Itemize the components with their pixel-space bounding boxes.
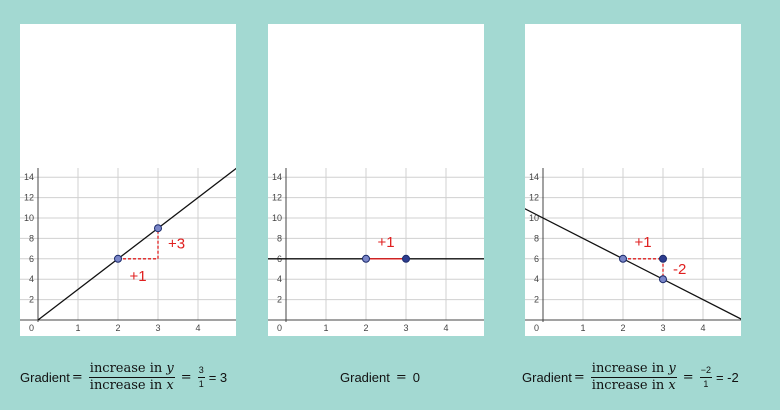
y-tick-label: 12 — [24, 193, 34, 203]
y-tick-label: 12 — [272, 193, 282, 203]
x-tick-label: 2 — [363, 323, 368, 333]
y-tick-label: 8 — [534, 233, 539, 243]
y-tick-label: 4 — [277, 274, 282, 284]
data-point — [362, 254, 370, 263]
y-tick-label: 8 — [277, 233, 282, 243]
gradient-fraction: increase in y increase in x — [88, 360, 175, 393]
equals-sign: = — [395, 369, 407, 385]
value-numerator: 3 — [197, 365, 205, 378]
x-tick-label: 1 — [75, 323, 80, 333]
fraction-numerator: increase in y — [88, 360, 175, 378]
y-tick-label: 10 — [24, 213, 34, 223]
data-point — [619, 254, 627, 263]
data-point — [659, 254, 667, 263]
y-tick-label: 2 — [29, 295, 34, 305]
x-tick-label: 3 — [155, 323, 160, 333]
graph-line — [525, 208, 741, 320]
gradient-formula-1: Gradient = increase in y increase in x =… — [20, 355, 227, 399]
graph-panel-1: 14 12 10 8 6 4 2 1 2 3 4 0 +1 +3 — [20, 24, 236, 336]
y-tick-label: 6 — [534, 254, 539, 264]
gradient-formula-2: Gradient = 0 — [340, 355, 420, 399]
horizontal-step-label: +1 — [634, 234, 651, 251]
y-tick-label: 14 — [529, 172, 539, 182]
data-point — [402, 254, 410, 263]
y-tick-label: 10 — [529, 213, 539, 223]
vertical-step-label: -2 — [673, 261, 686, 278]
equals-sign: = — [71, 369, 83, 385]
fraction-denominator: increase in x — [591, 377, 676, 393]
y-tick-label: 2 — [277, 295, 282, 305]
graph-panel-3: 14 12 10 8 6 4 2 1 2 3 4 0 +1 -2 — [525, 24, 741, 336]
x-tick-label: 4 — [700, 323, 705, 333]
gradient-result: = 3 — [208, 369, 228, 385]
origin-label: 0 — [534, 323, 539, 333]
y-tick-label: 6 — [29, 254, 34, 264]
gradient-label: Gradient — [522, 369, 572, 385]
y-tick-label: 8 — [29, 233, 34, 243]
x-tick-label: 2 — [115, 323, 120, 333]
gradient-label: Gradient — [340, 369, 390, 385]
gradient-label: Gradient — [20, 369, 70, 385]
value-fraction: 3 1 — [197, 365, 205, 390]
y-tick-label: 10 — [272, 213, 282, 223]
y-tick-label: 4 — [534, 274, 539, 284]
horizontal-step-label: +1 — [377, 234, 394, 251]
x-tick-label: 1 — [580, 323, 585, 333]
equals-sign: = — [573, 369, 585, 385]
y-tick-label: 14 — [272, 172, 282, 182]
gradient-fraction: increase in y increase in x — [590, 360, 677, 393]
fraction-denominator: increase in x — [89, 377, 174, 393]
value-denominator: 1 — [703, 378, 709, 389]
value-denominator: 1 — [198, 378, 204, 389]
x-tick-label: 3 — [403, 323, 408, 333]
graph-line — [37, 167, 236, 321]
gradient-result: 0 — [412, 369, 421, 385]
vertical-step-label: +3 — [168, 236, 185, 253]
x-tick-label: 1 — [323, 323, 328, 333]
value-numerator: −2 — [699, 365, 712, 378]
gradient-formula-3: Gradient = increase in y increase in x =… — [522, 355, 739, 399]
y-tick-label: 14 — [24, 172, 34, 182]
y-tick-label: 4 — [29, 274, 34, 284]
data-point — [659, 275, 667, 284]
x-tick-label: 4 — [443, 323, 448, 333]
equals-sign: = — [180, 369, 192, 385]
data-point — [114, 254, 122, 263]
gradient-result: = -2 — [715, 369, 739, 385]
origin-label: 0 — [29, 323, 34, 333]
x-tick-label: 3 — [660, 323, 665, 333]
fraction-numerator: increase in y — [590, 360, 677, 378]
x-tick-label: 4 — [195, 323, 200, 333]
origin-label: 0 — [277, 323, 282, 333]
y-tick-label: 12 — [529, 193, 539, 203]
horizontal-step-label: +1 — [129, 268, 146, 285]
y-tick-label: 2 — [534, 295, 539, 305]
equals-sign: = — [682, 369, 694, 385]
value-fraction: −2 1 — [699, 365, 712, 390]
x-tick-label: 2 — [620, 323, 625, 333]
data-point — [154, 224, 162, 233]
